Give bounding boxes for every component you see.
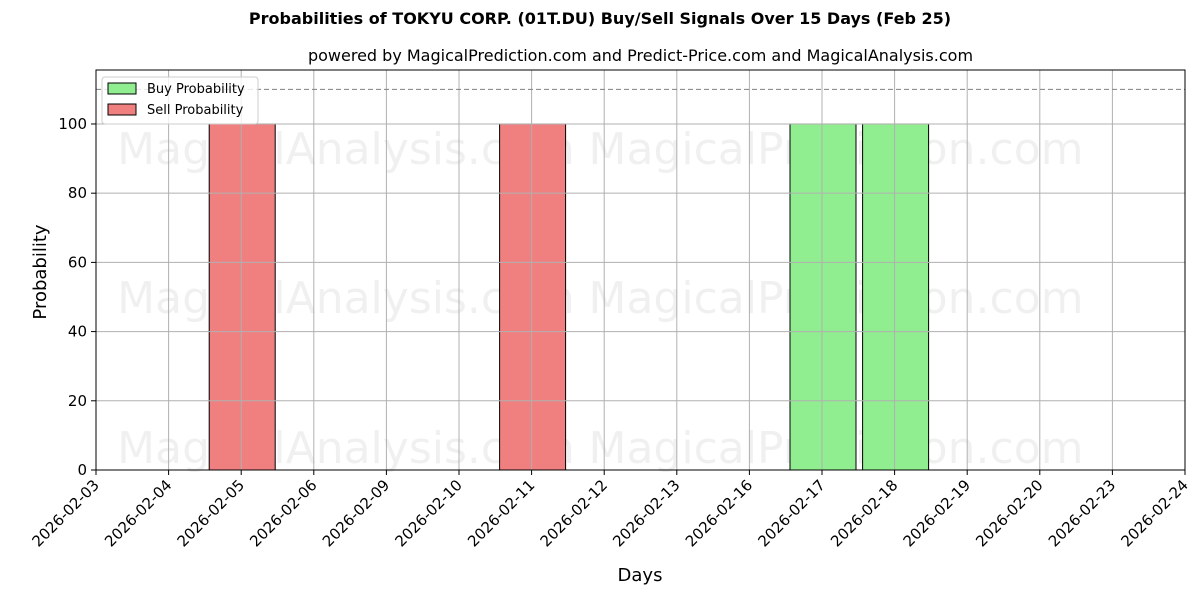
x-tick-label: 2026-02-06	[246, 476, 320, 550]
x-tick-label: 2026-02-04	[101, 476, 175, 550]
y-tick-label: 0	[77, 461, 87, 479]
x-axis: 2026-02-032026-02-042026-02-052026-02-06…	[28, 470, 1192, 550]
watermark-text: MagicalAnalysis.com	[117, 423, 575, 474]
x-tick-label: 2026-02-05	[174, 476, 248, 550]
legend-box	[101, 76, 259, 125]
x-tick-label: 2026-02-20	[972, 476, 1046, 550]
x-tick-label: 2026-02-12	[537, 476, 611, 550]
x-tick-label: 2026-02-18	[827, 476, 901, 550]
x-tick-label: 2026-02-10	[391, 476, 465, 550]
x-tick-label: 2026-02-09	[319, 476, 393, 550]
x-tick-label: 2026-02-23	[1045, 476, 1119, 550]
y-tick-label: 100	[58, 115, 87, 133]
legend-swatch-sell	[107, 103, 137, 116]
y-tick-label: 40	[68, 323, 87, 341]
x-tick-label: 2026-02-03	[28, 476, 102, 550]
legend-label-sell: Sell Probability	[147, 103, 244, 118]
x-tick-label: 2026-02-13	[609, 476, 683, 550]
bar-sell-probability	[499, 123, 567, 471]
y-tick-label: 20	[68, 392, 87, 410]
chart-subtitle: powered by MagicalPrediction.com and Pre…	[307, 46, 974, 65]
x-tick-label: 2026-02-16	[682, 476, 756, 550]
chart-title: Probabilities of TOKYU CORP. (01T.DU) Bu…	[248, 9, 952, 28]
y-axis: 0 20 40 60 80 100	[58, 115, 96, 479]
watermark-text: MagicalAnalysis.com	[117, 273, 575, 324]
bars	[208, 123, 930, 471]
y-axis-label: Probability	[30, 224, 51, 319]
bar-buy-probability	[862, 123, 930, 471]
x-tick-label: 2026-02-24	[1117, 476, 1191, 550]
legend-label-buy: Buy Probability	[147, 82, 245, 97]
grid-lines	[96, 70, 1185, 470]
x-tick-label: 2026-02-17	[754, 476, 828, 550]
bar-buy-probability	[789, 123, 857, 471]
y-tick-label: 60	[68, 253, 87, 271]
y-tick-label: 80	[68, 184, 87, 202]
bar-sell-probability	[208, 123, 276, 471]
x-tick-label: 2026-02-11	[464, 476, 538, 550]
x-axis-label: Days	[618, 565, 663, 586]
legend: Buy Probability Sell Probability	[101, 76, 259, 125]
plot-frame	[95, 69, 1186, 471]
legend-swatch-buy	[107, 82, 137, 95]
x-tick-label: 2026-02-19	[900, 476, 974, 550]
watermark-text: MagicalAnalysis.com	[117, 124, 575, 175]
